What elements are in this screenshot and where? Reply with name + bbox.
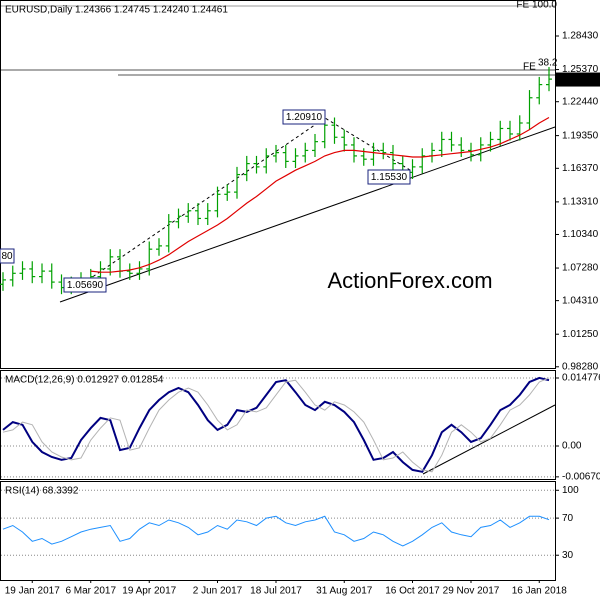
annotation: 1.05690	[67, 280, 104, 291]
y-tick-label: 70	[562, 513, 574, 524]
y-tick-label: 1.07280	[562, 263, 599, 274]
panel-title: RSI(14) 68.3392	[5, 486, 79, 497]
annotation-box	[282, 109, 326, 125]
y-tick-label: -0.006705	[562, 472, 600, 483]
x-tick-label: 31 Aug 2017	[316, 586, 373, 597]
y-tick-label: 0.014776	[562, 373, 600, 384]
annotation: FE	[523, 62, 536, 73]
x-tick-label: 18 Jul 2017	[250, 586, 302, 597]
annotation: 1.20910	[286, 112, 323, 123]
y-tick-label: 1.28430	[562, 31, 599, 42]
x-tick-label: 19 Jan 2017	[5, 586, 60, 597]
series-line	[2, 376, 550, 473]
trend-line	[59, 126, 556, 303]
x-tick-label: 29 Nov 2017	[443, 586, 500, 597]
series-line	[2, 377, 550, 473]
annotation-box	[63, 277, 107, 293]
x-tick-label: 16 Jan 2018	[512, 586, 567, 597]
panel-title: EURUSD,Daily 1.24366 1.24745 1.24240 1.2…	[5, 5, 228, 16]
y-tick-label: 30	[562, 550, 574, 561]
moving-average	[90, 116, 550, 273]
y-tick-label: 1.16370	[562, 163, 599, 174]
panel-title: MACD(12,26,9) 0.012927 0.012854	[5, 375, 164, 386]
panel-frame	[0, 481, 556, 581]
y-tick-label: 1.13310	[562, 197, 599, 208]
annotation-box	[367, 169, 411, 185]
watermark: ActionForex.com	[327, 268, 492, 293]
x-tick-label: 19 Apr 2017	[122, 586, 176, 597]
last-price-box	[556, 72, 600, 87]
y-tick-label: 100	[562, 485, 579, 496]
y-tick-label: 0.98280	[562, 361, 599, 372]
y-tick-label: 1.25370	[562, 64, 599, 75]
swing-line	[87, 117, 411, 281]
macd-trend-line	[422, 404, 556, 475]
y-tick-label: 1.19350	[562, 130, 599, 141]
x-tick-label: 2 Jun 2017	[193, 586, 243, 597]
x-tick-label: 6 Mar 2017	[65, 586, 116, 597]
annotation: FE 100.0	[516, 0, 557, 11]
y-tick-label: 1.01250	[562, 329, 599, 340]
analysis-drawings	[0, 5, 556, 475]
annotation: 80	[1, 251, 13, 262]
y-tick-label: 1.22440	[562, 96, 599, 107]
panel-frame	[0, 370, 556, 480]
y-tick-label: 1.04310	[562, 295, 599, 306]
y-tick-label: 0.00	[562, 441, 582, 452]
panel-frame	[0, 0, 556, 369]
series-line	[2, 515, 550, 547]
annotation: 1.15530	[371, 172, 408, 183]
x-tick-label: 16 Oct 2017	[385, 586, 440, 597]
annotation: 38.2	[538, 58, 558, 69]
y-tick-label: 1.10340	[562, 229, 599, 240]
annotation-box	[0, 248, 15, 264]
last-price-label: 1.24461	[560, 75, 597, 86]
